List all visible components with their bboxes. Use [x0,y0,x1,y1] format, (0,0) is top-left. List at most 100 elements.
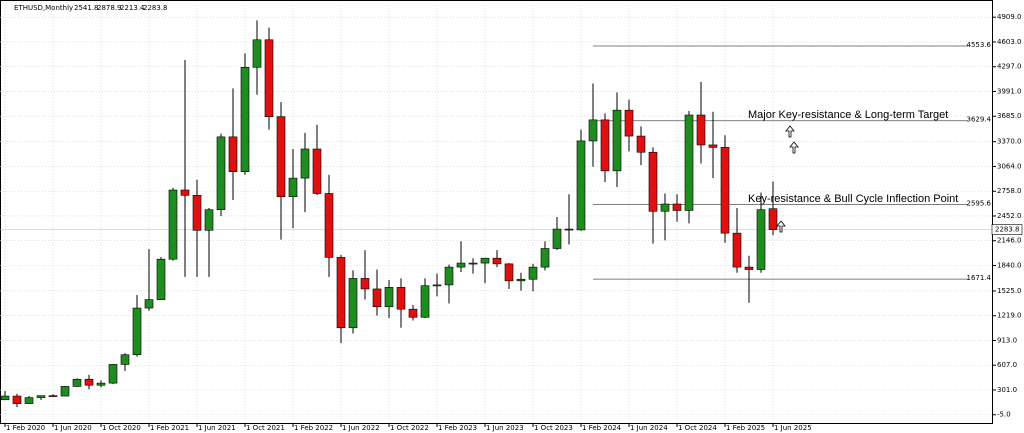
price-tag-bg [991,224,1023,235]
x-tick-label: 1 Feb 2024 [582,424,622,432]
candle-body [132,307,142,356]
candle-body [444,266,454,286]
current-price-label: 2283.8 [995,226,1020,234]
candle-body [228,136,238,172]
grid [0,5,996,427]
candle-body [720,147,730,234]
ohlc-value: 2878.9 [97,4,122,12]
chart-title: ETHUSD,Monthly [14,4,73,12]
candle-body [540,248,550,268]
candle-body [348,278,358,329]
candle-body [600,119,610,172]
candle-body [576,140,586,231]
x-tick-label: 1 Oct 2021 [246,424,285,432]
candle-body [0,395,10,401]
candle-body [384,287,394,308]
y-tick-label: 1840.0 [997,261,1022,269]
candle-body [456,262,466,268]
candle-body [660,203,670,212]
ohlc-value: 2213.4 [120,4,145,12]
candle-body [216,136,226,210]
x-tick-label: 1 Jun 2024 [630,424,668,432]
y-tick-label: 4297.0 [997,63,1022,71]
candle-body [168,189,178,260]
x-tick-label: 1 Feb 2025 [726,424,765,432]
arrows [776,125,799,233]
level-label: 2595.6 [967,199,992,207]
y-tick-label: 2146.0 [997,237,1022,245]
candle-body [360,278,370,290]
level-label-bg [968,274,992,283]
candle-body [156,258,166,300]
candle-body [144,299,154,309]
candle-body [528,266,538,280]
x-tick-label: 1 Oct 2024 [678,424,717,432]
ohlc-value: 2541.8 [74,4,99,12]
candle-body [276,116,286,198]
y-tick-label: 3685.0 [997,112,1022,120]
candle-body [300,148,310,179]
candle-body [756,209,766,270]
y-tick-label: 1219.0 [997,312,1022,320]
annotation: Major Key-resistance & Long-term Target [748,109,948,121]
candle-body [120,354,130,365]
candle-body [696,114,706,146]
candle-body [432,284,442,287]
candle-body [492,257,502,265]
candle-body [84,378,94,386]
candles [0,20,778,408]
y-tick-label: 301.0 [997,386,1017,394]
annotation: Key-resistance & Bull Cycle Inflection P… [748,193,958,205]
candle-body [648,151,658,212]
y-tick-label: 607.0 [997,361,1017,369]
candle-body [72,378,82,387]
x-tick-label: 1 Oct 2020 [102,424,141,432]
candle-body [180,189,190,196]
level-label-bg [968,199,992,208]
labels: 4909.0 4603.0 4297.0 3991.0 3685.0 3370.0 3064… [6,13,1023,432]
x-tick-label: 1 Jun 2020 [54,424,92,432]
x-tick-label: 1 Jun 2025 [774,424,812,432]
candle-body [204,209,214,231]
candle-body [420,285,430,318]
candle-body [708,144,718,148]
candle-body [24,397,34,404]
levels: 4553.6 3629.4 2595.6 1671.4 [0,40,992,283]
y-tick-label: -5.0 [997,411,1011,419]
level-label-bg [968,40,992,49]
candle-body [12,395,22,404]
x-tick-label: 1 Feb 2023 [438,424,477,432]
candle-body [36,395,46,398]
candle-body [336,257,346,329]
candle-body [588,119,598,142]
candle-body [48,395,58,397]
x-tick-label: 1 Jun 2022 [342,424,380,432]
candle-body [732,232,742,268]
candle-body [672,203,682,211]
up-arrow [789,141,799,154]
candle-body [96,382,106,386]
candle-body [564,228,574,231]
up-arrow [776,220,786,233]
candle-body [192,195,202,231]
candle-body [324,193,334,258]
candle-body [108,364,118,384]
y-tick-label: 3991.0 [997,87,1022,95]
y-tick-label: 4909.0 [997,13,1022,21]
x-tick-label: 1 Jun 2023 [486,424,524,432]
y-tick-label: 2452.0 [997,212,1022,220]
candle-body [768,208,778,230]
y-tick-label: 1525.0 [997,287,1022,295]
candle-body [240,66,250,172]
plot-frame [0,0,993,424]
x-tick-label: 1 Feb 2021 [150,424,189,432]
candle-body [552,228,562,249]
candle-body [264,39,274,117]
y-tick-label: 3370.0 [997,138,1022,146]
candle-body [504,263,514,282]
candle-body [480,257,490,264]
y-tick-label: 2758.0 [997,187,1022,195]
y-tick-label: 3064.0 [997,162,1022,170]
